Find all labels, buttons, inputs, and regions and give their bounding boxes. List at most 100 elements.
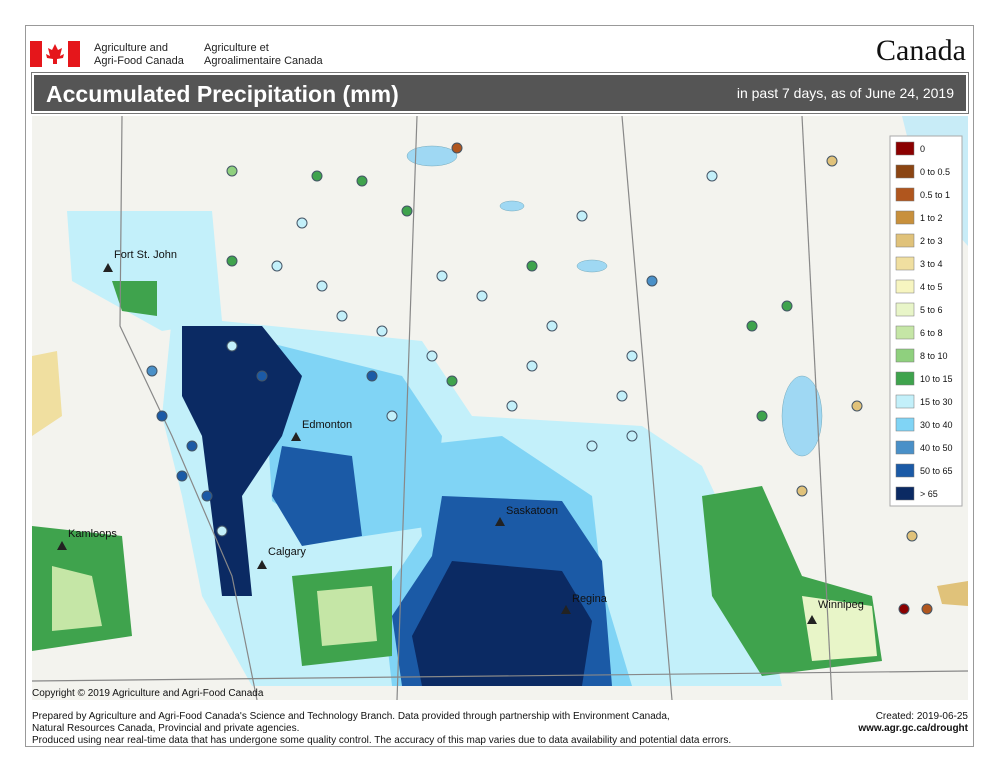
legend-label: > 65 [920,489,938,499]
legend-swatch [895,394,915,409]
city-label: Kamloops [68,528,117,540]
footer-line: Produced using near real-time data that … [32,735,732,746]
org-line: Agroalimentaire Canada [204,55,323,67]
legend-swatch [895,302,915,317]
station [546,320,558,332]
title-bar: Accumulated Precipitation (mm) in past 7… [31,72,969,114]
legend-swatch [895,417,915,432]
station [906,530,918,542]
legend-swatch [895,256,915,271]
station [316,280,328,292]
city-marker [561,605,571,614]
station [526,260,538,272]
station [336,310,348,322]
station [226,340,238,352]
station [176,470,188,482]
org-line: Agriculture et [204,42,269,54]
station [526,360,538,372]
station [216,525,228,537]
station [898,603,910,615]
station [706,170,718,182]
legend-swatch [895,371,915,386]
legend-swatch [895,325,915,340]
org-french: Agriculture et Agroalimentaire Canada [204,42,323,68]
legend-swatch [895,164,915,179]
title: Accumulated Precipitation (mm) [46,81,399,107]
precip-areas [32,211,968,686]
lakes [406,145,823,457]
legend-label: 10 to 15 [920,374,953,384]
legend-swatch [895,463,915,478]
city-label: Fort St. John [114,249,177,261]
legend-label: 1 to 2 [920,213,943,223]
station [746,320,758,332]
legend-swatch [895,187,915,202]
station [756,410,768,422]
footer-notes: Prepared by Agriculture and Agri-Food Ca… [32,711,731,747]
station [271,260,283,272]
legend-swatch [895,210,915,225]
flag [30,41,80,67]
footer-line: Prepared by Agriculture and Agri-Food Ca… [32,711,670,722]
station [626,430,638,442]
legend-label: 4 to 5 [920,282,943,292]
station [476,290,488,302]
borders [32,116,968,700]
legend-label: 8 to 10 [920,351,948,361]
station [401,205,413,217]
copyright: Copyright © 2019 Agriculture and Agri-Fo… [32,688,264,699]
wordmark: Canada [876,34,966,67]
legend-label: 0 to 0.5 [920,167,950,177]
org-line: Agri-Food Canada [94,55,184,67]
legend-swatch [895,440,915,455]
org-english: Agriculture and Agri-Food Canada [94,42,184,68]
station [426,350,438,362]
station [366,370,378,382]
city-marker [291,432,301,441]
station [781,300,793,312]
station [156,410,168,422]
station [616,390,628,402]
city-marker [57,541,67,550]
city-label: Edmonton [302,419,352,431]
city-label: Calgary [268,546,306,558]
city-marker [257,560,267,569]
station [626,350,638,362]
legend-swatch [895,279,915,294]
frame [25,25,974,747]
stations [146,142,933,615]
station [586,440,598,452]
station [146,365,158,377]
legend-swatch [895,233,915,248]
created: Created: 2019-06-25 [875,711,968,722]
city-label: Saskatoon [506,505,558,517]
city-marker [103,263,113,272]
station [921,603,933,615]
station [826,155,838,167]
station [201,490,213,502]
footer-line: Natural Resources Canada, Provincial and… [32,723,300,734]
legend-label: 3 to 4 [920,259,943,269]
city-label: Regina [572,593,608,605]
subtitle: in past 7 days, as of June 24, 2019 [736,85,954,101]
station [576,210,588,222]
legend-swatch [895,348,915,363]
legend-swatch [895,141,915,156]
station [296,217,308,229]
legend-swatch [895,486,915,501]
station [186,440,198,452]
legend-label: 40 to 50 [920,443,953,453]
station [226,165,238,177]
legend-label: 0.5 to 1 [920,190,950,200]
legend-label: 2 to 3 [920,236,943,246]
station [386,410,398,422]
station [226,255,238,267]
city-label: Winnipeg [818,599,864,611]
footer-meta: Created: 2019-06-25 www.agr.gc.ca/drough… [858,711,968,735]
station [851,400,863,412]
cities: Fort St. John Edmonton Kamloops Calgary Sask… [57,249,864,624]
city-marker [495,517,505,526]
station [646,275,658,287]
station [506,400,518,412]
